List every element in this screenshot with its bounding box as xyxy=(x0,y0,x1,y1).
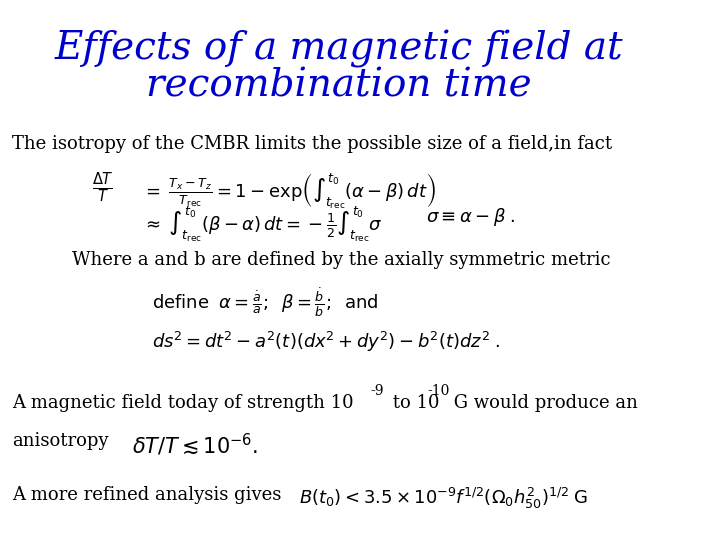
Text: $B(t_0) < 3.5\times 10^{-9} f^{1/2}(\Omega_0 h_{50}^2)^{1/2}\;{\rm G}$: $B(t_0) < 3.5\times 10^{-9} f^{1/2}(\Ome… xyxy=(299,486,588,511)
Text: $\frac{\Delta T}{T}$: $\frac{\Delta T}{T}$ xyxy=(92,170,114,205)
Text: recombination time: recombination time xyxy=(146,68,531,105)
Text: $ds^2 = dt^2 - a^2(t)(dx^2+dy^2) - b^2(t)dz^2\;.$: $ds^2 = dt^2 - a^2(t)(dx^2+dy^2) - b^2(t… xyxy=(152,329,500,354)
Text: ${\rm define}\;\; \alpha = \frac{\dot{a}}{a};\;\; \beta = \frac{\dot{b}}{b};\;\;: ${\rm define}\;\; \alpha = \frac{\dot{a}… xyxy=(152,285,379,319)
Text: $\delta T/T \lesssim 10^{-6}.$: $\delta T/T \lesssim 10^{-6}.$ xyxy=(132,432,258,458)
Text: -10: -10 xyxy=(428,384,450,399)
Text: G would produce an: G would produce an xyxy=(448,394,637,412)
Text: $=\;\frac{T_x - T_z}{T_{\rm rec}} = 1 - \exp\!\left(\int_{t_{\rm rec}}^{t_0}(\al: $=\;\frac{T_x - T_z}{T_{\rm rec}} = 1 - … xyxy=(142,172,436,211)
Text: A more refined analysis gives: A more refined analysis gives xyxy=(12,486,282,504)
Text: Where a and b are defined by the axially symmetric metric: Where a and b are defined by the axially… xyxy=(72,251,611,269)
Text: A magnetic field today of strength 10: A magnetic field today of strength 10 xyxy=(12,394,354,412)
Text: -9: -9 xyxy=(371,384,384,399)
Text: $\approx\;\int_{t_{\rm rec}}^{t_0}(\beta-\alpha)\,dt = -\frac{1}{2}\int_{t_{\rm : $\approx\;\int_{t_{\rm rec}}^{t_0}(\beta… xyxy=(142,205,382,245)
Text: The isotropy of the CMBR limits the possible size of a field,in fact: The isotropy of the CMBR limits the poss… xyxy=(12,135,612,153)
Text: $\sigma \equiv \alpha - \beta\;.$: $\sigma \equiv \alpha - \beta\;.$ xyxy=(426,206,515,228)
Text: anisotropy: anisotropy xyxy=(12,432,109,450)
Text: to 10: to 10 xyxy=(387,394,439,412)
Text: Effects of a magnetic field at: Effects of a magnetic field at xyxy=(55,30,623,68)
